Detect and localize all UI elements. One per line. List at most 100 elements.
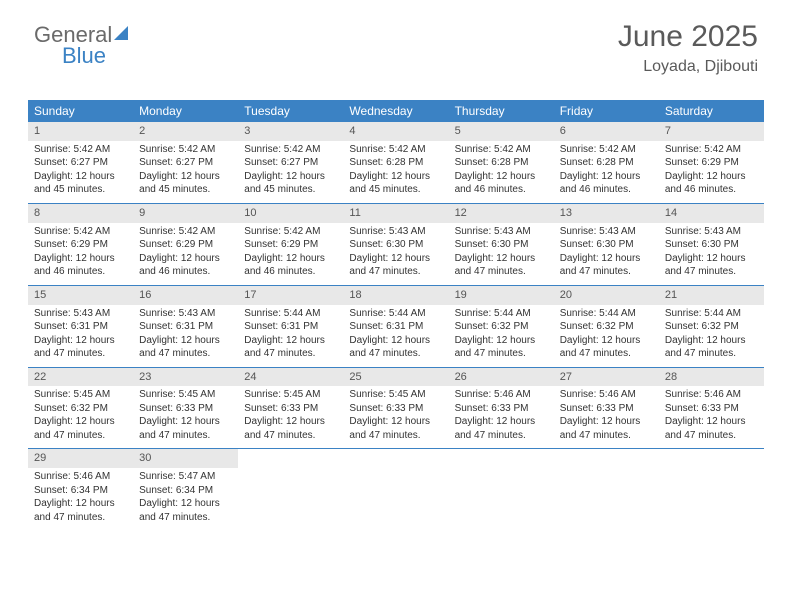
- day-number: 28: [659, 368, 764, 387]
- day-body: Sunrise: 5:45 AMSunset: 6:33 PMDaylight:…: [238, 386, 343, 448]
- day-number: 1: [28, 122, 133, 141]
- daylight-line: Daylight: 12 hours and 45 minutes.: [244, 170, 337, 197]
- daylight-line: Daylight: 12 hours and 47 minutes.: [139, 415, 232, 442]
- week-row: 22Sunrise: 5:45 AMSunset: 6:32 PMDayligh…: [28, 367, 764, 449]
- weekday-header-row: SundayMondayTuesdayWednesdayThursdayFrid…: [28, 100, 764, 122]
- daylight-line: Daylight: 12 hours and 47 minutes.: [455, 252, 548, 279]
- daylight-line: Daylight: 12 hours and 47 minutes.: [665, 415, 758, 442]
- daylight-line: Daylight: 12 hours and 47 minutes.: [665, 252, 758, 279]
- sunrise-line: Sunrise: 5:46 AM: [560, 388, 653, 402]
- sunset-line: Sunset: 6:32 PM: [455, 320, 548, 334]
- day-cell: .: [449, 449, 554, 530]
- sunset-line: Sunset: 6:33 PM: [349, 402, 442, 416]
- week-row: 8Sunrise: 5:42 AMSunset: 6:29 PMDaylight…: [28, 203, 764, 285]
- day-cell: 12Sunrise: 5:43 AMSunset: 6:30 PMDayligh…: [449, 204, 554, 285]
- sunset-line: Sunset: 6:27 PM: [244, 156, 337, 170]
- daylight-line: Daylight: 12 hours and 47 minutes.: [665, 334, 758, 361]
- day-number: 19: [449, 286, 554, 305]
- sunrise-line: Sunrise: 5:44 AM: [455, 307, 548, 321]
- day-body: Sunrise: 5:45 AMSunset: 6:33 PMDaylight:…: [343, 386, 448, 448]
- day-body: Sunrise: 5:44 AMSunset: 6:31 PMDaylight:…: [343, 305, 448, 367]
- day-number: 9: [133, 204, 238, 223]
- day-number: 13: [554, 204, 659, 223]
- daylight-line: Daylight: 12 hours and 47 minutes.: [455, 334, 548, 361]
- day-number: 20: [554, 286, 659, 305]
- day-body: Sunrise: 5:44 AMSunset: 6:31 PMDaylight:…: [238, 305, 343, 367]
- sunrise-line: Sunrise: 5:42 AM: [244, 225, 337, 239]
- sunrise-line: Sunrise: 5:42 AM: [349, 143, 442, 157]
- day-body: Sunrise: 5:42 AMSunset: 6:29 PMDaylight:…: [659, 141, 764, 203]
- weekday-header: Wednesday: [343, 100, 448, 122]
- daylight-line: Daylight: 12 hours and 45 minutes.: [349, 170, 442, 197]
- day-number: 10: [238, 204, 343, 223]
- sunrise-line: Sunrise: 5:43 AM: [560, 225, 653, 239]
- day-body: Sunrise: 5:42 AMSunset: 6:28 PMDaylight:…: [343, 141, 448, 203]
- daylight-line: Daylight: 12 hours and 47 minutes.: [139, 497, 232, 524]
- sunset-line: Sunset: 6:33 PM: [139, 402, 232, 416]
- day-cell: .: [554, 449, 659, 530]
- sunrise-line: Sunrise: 5:46 AM: [665, 388, 758, 402]
- sunset-line: Sunset: 6:33 PM: [455, 402, 548, 416]
- day-cell: 2Sunrise: 5:42 AMSunset: 6:27 PMDaylight…: [133, 122, 238, 203]
- day-cell: 7Sunrise: 5:42 AMSunset: 6:29 PMDaylight…: [659, 122, 764, 203]
- daylight-line: Daylight: 12 hours and 47 minutes.: [560, 252, 653, 279]
- day-cell: 18Sunrise: 5:44 AMSunset: 6:31 PMDayligh…: [343, 286, 448, 367]
- day-number: 4: [343, 122, 448, 141]
- day-body: Sunrise: 5:44 AMSunset: 6:32 PMDaylight:…: [449, 305, 554, 367]
- sunrise-line: Sunrise: 5:46 AM: [455, 388, 548, 402]
- sunrise-line: Sunrise: 5:43 AM: [139, 307, 232, 321]
- day-body: Sunrise: 5:42 AMSunset: 6:27 PMDaylight:…: [28, 141, 133, 203]
- day-number: 15: [28, 286, 133, 305]
- sunset-line: Sunset: 6:31 PM: [139, 320, 232, 334]
- day-number: 18: [343, 286, 448, 305]
- sunrise-line: Sunrise: 5:44 AM: [349, 307, 442, 321]
- sunset-line: Sunset: 6:34 PM: [34, 484, 127, 498]
- weekday-header: Sunday: [28, 100, 133, 122]
- day-body: Sunrise: 5:46 AMSunset: 6:33 PMDaylight:…: [659, 386, 764, 448]
- daylight-line: Daylight: 12 hours and 46 minutes.: [665, 170, 758, 197]
- day-number: 16: [133, 286, 238, 305]
- day-cell: 8Sunrise: 5:42 AMSunset: 6:29 PMDaylight…: [28, 204, 133, 285]
- day-body: Sunrise: 5:42 AMSunset: 6:28 PMDaylight:…: [554, 141, 659, 203]
- day-body: Sunrise: 5:42 AMSunset: 6:28 PMDaylight:…: [449, 141, 554, 203]
- day-cell: 19Sunrise: 5:44 AMSunset: 6:32 PMDayligh…: [449, 286, 554, 367]
- weekday-header: Monday: [133, 100, 238, 122]
- sunset-line: Sunset: 6:32 PM: [665, 320, 758, 334]
- sunset-line: Sunset: 6:30 PM: [455, 238, 548, 252]
- daylight-line: Daylight: 12 hours and 45 minutes.: [139, 170, 232, 197]
- sunrise-line: Sunrise: 5:45 AM: [34, 388, 127, 402]
- daylight-line: Daylight: 12 hours and 47 minutes.: [455, 415, 548, 442]
- daylight-line: Daylight: 12 hours and 47 minutes.: [34, 415, 127, 442]
- day-body: Sunrise: 5:42 AMSunset: 6:27 PMDaylight:…: [133, 141, 238, 203]
- day-body: Sunrise: 5:43 AMSunset: 6:30 PMDaylight:…: [343, 223, 448, 285]
- sunset-line: Sunset: 6:31 PM: [349, 320, 442, 334]
- day-cell: 25Sunrise: 5:45 AMSunset: 6:33 PMDayligh…: [343, 368, 448, 449]
- day-cell: 22Sunrise: 5:45 AMSunset: 6:32 PMDayligh…: [28, 368, 133, 449]
- sunset-line: Sunset: 6:31 PM: [34, 320, 127, 334]
- sunrise-line: Sunrise: 5:44 AM: [244, 307, 337, 321]
- day-number: 17: [238, 286, 343, 305]
- daylight-line: Daylight: 12 hours and 46 minutes.: [139, 252, 232, 279]
- daylight-line: Daylight: 12 hours and 46 minutes.: [560, 170, 653, 197]
- day-cell: .: [659, 449, 764, 530]
- daylight-line: Daylight: 12 hours and 47 minutes.: [34, 497, 127, 524]
- daylight-line: Daylight: 12 hours and 47 minutes.: [349, 334, 442, 361]
- day-body: Sunrise: 5:42 AMSunset: 6:29 PMDaylight:…: [28, 223, 133, 285]
- day-number: 30: [133, 449, 238, 468]
- sunrise-line: Sunrise: 5:42 AM: [139, 225, 232, 239]
- daylight-line: Daylight: 12 hours and 47 minutes.: [34, 334, 127, 361]
- day-cell: 24Sunrise: 5:45 AMSunset: 6:33 PMDayligh…: [238, 368, 343, 449]
- day-body: Sunrise: 5:43 AMSunset: 6:30 PMDaylight:…: [554, 223, 659, 285]
- sunrise-line: Sunrise: 5:42 AM: [560, 143, 653, 157]
- day-number: 7: [659, 122, 764, 141]
- sunrise-line: Sunrise: 5:47 AM: [139, 470, 232, 484]
- sunset-line: Sunset: 6:27 PM: [139, 156, 232, 170]
- day-number: 8: [28, 204, 133, 223]
- sunrise-line: Sunrise: 5:45 AM: [139, 388, 232, 402]
- day-cell: 3Sunrise: 5:42 AMSunset: 6:27 PMDaylight…: [238, 122, 343, 203]
- day-body: Sunrise: 5:42 AMSunset: 6:29 PMDaylight:…: [238, 223, 343, 285]
- sunset-line: Sunset: 6:28 PM: [349, 156, 442, 170]
- sunset-line: Sunset: 6:28 PM: [455, 156, 548, 170]
- day-body: Sunrise: 5:46 AMSunset: 6:34 PMDaylight:…: [28, 468, 133, 530]
- day-body: Sunrise: 5:45 AMSunset: 6:32 PMDaylight:…: [28, 386, 133, 448]
